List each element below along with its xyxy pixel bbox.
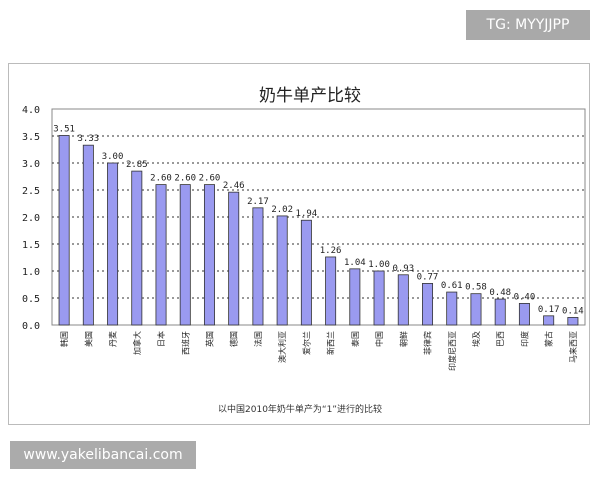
data-label: 2.17 xyxy=(247,197,269,207)
x-tick-label: 蒙古 xyxy=(544,331,554,347)
x-tick-label: 印度尼西亚 xyxy=(447,331,457,371)
x-tick-label: 澳大利亚 xyxy=(277,331,287,363)
data-label: 1.94 xyxy=(296,209,318,219)
chart-frame xyxy=(8,63,590,425)
bar xyxy=(252,207,264,326)
data-label: 2.85 xyxy=(126,160,148,170)
watermark-tg: TG: MYYJJPP xyxy=(466,10,590,40)
data-label: 3.33 xyxy=(77,134,99,144)
bar xyxy=(107,162,119,326)
data-label: 0.77 xyxy=(417,272,439,282)
bar xyxy=(543,315,555,326)
x-tick-label: 丹麦 xyxy=(108,331,118,347)
data-label: 0.14 xyxy=(562,306,584,316)
x-tick-label: 菲律宾 xyxy=(423,331,433,355)
bar xyxy=(300,219,312,326)
bar xyxy=(446,291,458,326)
x-tick-label: 埃及 xyxy=(471,331,481,347)
bar xyxy=(349,268,361,326)
bar xyxy=(82,144,94,326)
data-label: 2.60 xyxy=(150,174,172,184)
bar xyxy=(567,317,579,326)
bar xyxy=(422,283,434,326)
x-tick-label: 马来西亚 xyxy=(569,331,578,363)
y-tick-label: 1.5 xyxy=(22,240,40,251)
y-tick-label: 3.5 xyxy=(22,132,40,143)
data-label: 2.46 xyxy=(223,181,245,191)
x-tick-label: 巴西 xyxy=(496,331,505,347)
y-tick-label: 2.5 xyxy=(22,186,40,197)
chart-caption: 以中国2010年奶牛单产为“1”进行的比较 xyxy=(218,403,382,415)
y-tick-label: 0.0 xyxy=(22,321,40,332)
bar xyxy=(228,191,240,326)
y-tick-label: 1.0 xyxy=(22,267,40,278)
x-tick-label: 英国 xyxy=(204,331,214,347)
y-tick-label: 3.0 xyxy=(22,159,40,170)
data-label: 0.61 xyxy=(441,281,463,291)
bar xyxy=(494,298,506,326)
data-label: 0.48 xyxy=(489,288,511,298)
x-tick-label: 印度 xyxy=(519,331,529,347)
bar xyxy=(203,184,215,326)
x-tick-label: 韩国 xyxy=(59,331,69,347)
x-tick-label: 美国 xyxy=(83,331,93,347)
bar xyxy=(276,215,288,326)
bar xyxy=(155,184,167,326)
y-tick-label: 2.0 xyxy=(22,213,40,224)
x-tick-label: 日本 xyxy=(156,331,166,347)
data-label: 3.51 xyxy=(53,124,75,134)
watermark-url: www.yakelibancai.com xyxy=(10,441,196,469)
data-label: 0.58 xyxy=(465,283,487,293)
bar xyxy=(397,274,409,326)
bar xyxy=(373,270,385,326)
data-label: 2.02 xyxy=(271,205,293,215)
bar xyxy=(325,256,337,326)
y-tick-label: 0.5 xyxy=(22,294,40,305)
x-tick-label: 爱尔兰 xyxy=(301,331,311,355)
bar xyxy=(518,302,530,326)
bar xyxy=(58,135,70,326)
data-label: 0.93 xyxy=(392,264,414,274)
data-label: 0.40 xyxy=(514,292,536,302)
bar xyxy=(470,293,482,326)
data-label: 0.17 xyxy=(538,305,560,315)
data-label: 2.60 xyxy=(199,174,221,184)
data-label: 3.00 xyxy=(102,152,124,162)
data-label: 1.00 xyxy=(368,260,390,270)
x-tick-label: 法国 xyxy=(253,331,263,347)
x-tick-label: 德国 xyxy=(229,331,239,347)
chart-title: 奶牛单产比较 xyxy=(259,86,361,106)
data-label: 1.04 xyxy=(344,258,366,268)
x-tick-label: 加拿大 xyxy=(132,331,142,355)
x-tick-label: 中国 xyxy=(374,331,384,347)
data-label: 1.26 xyxy=(320,246,342,256)
bar xyxy=(179,184,191,326)
x-tick-label: 泰国 xyxy=(350,331,360,347)
y-tick-label: 4.0 xyxy=(22,105,40,116)
bar xyxy=(131,170,143,326)
x-tick-label: 新西兰 xyxy=(326,331,336,355)
data-label: 2.60 xyxy=(174,174,196,184)
x-tick-label: 西班牙 xyxy=(180,331,190,355)
x-tick-label: 朝鲜 xyxy=(398,331,408,347)
